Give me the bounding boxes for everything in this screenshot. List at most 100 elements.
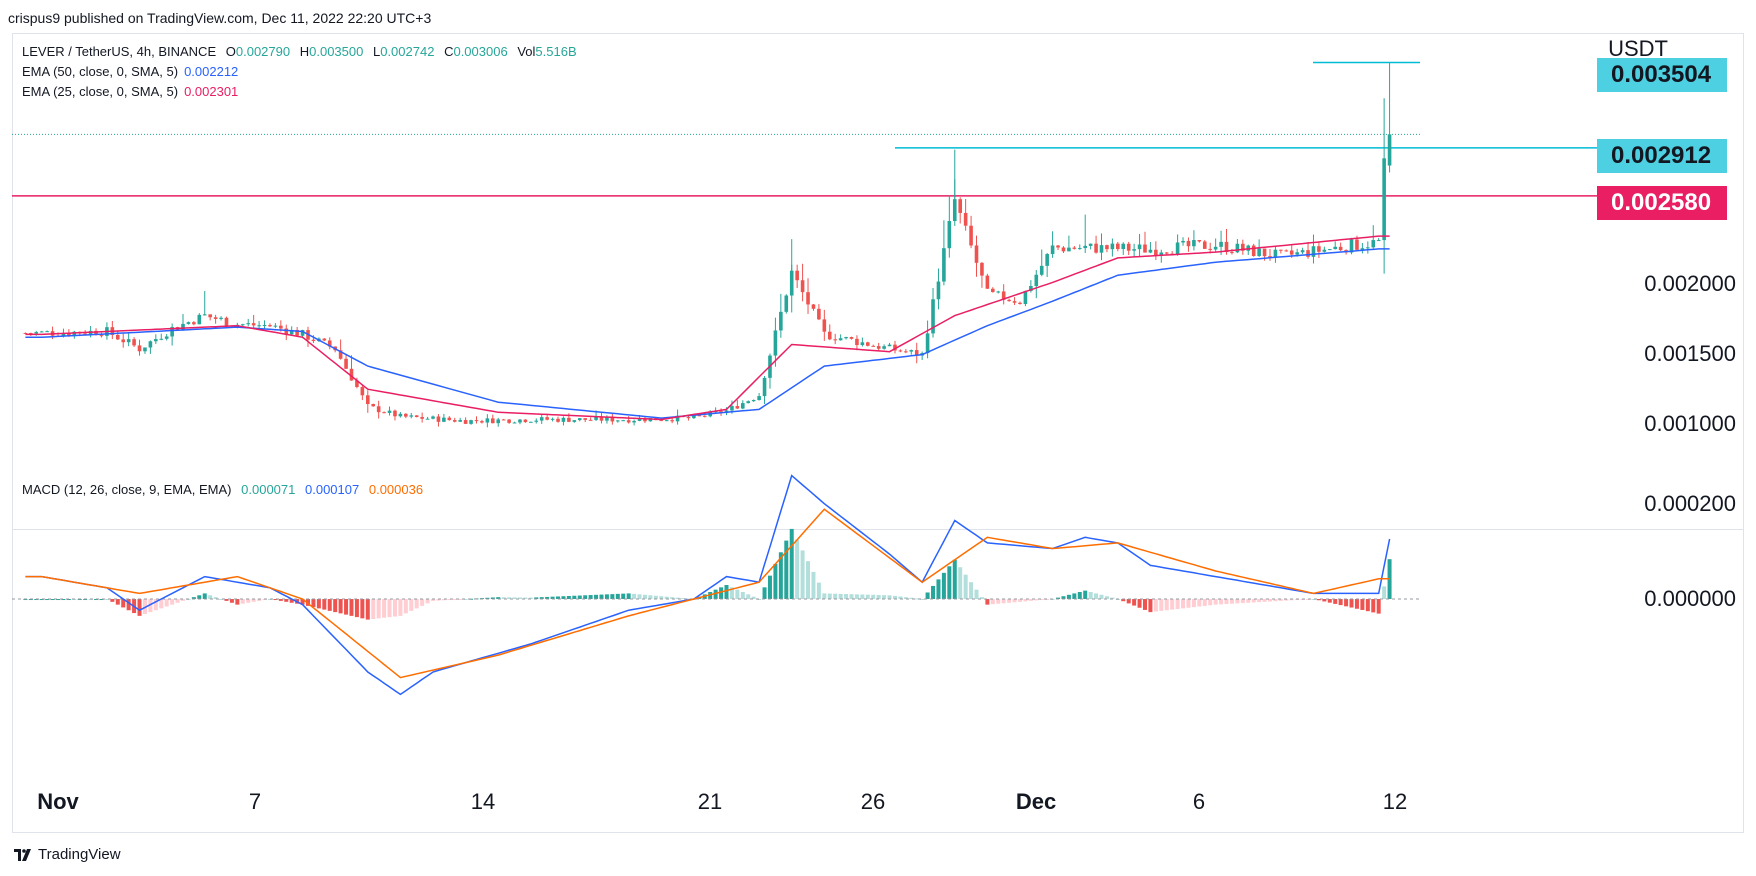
- candle-body: [605, 417, 609, 421]
- macd-histogram-bar: [1012, 599, 1017, 603]
- macd-histogram-bar: [316, 599, 321, 609]
- macd-histogram-bar: [1023, 599, 1028, 602]
- candle-body: [1143, 244, 1147, 253]
- macd-histogram-bar: [1197, 599, 1202, 607]
- candle-body: [1251, 245, 1256, 256]
- macd-histogram-bar: [1322, 599, 1327, 602]
- candle-body: [735, 406, 740, 409]
- candle-body: [1213, 246, 1218, 250]
- candle-body: [1126, 243, 1131, 251]
- macd-histogram-bar: [1034, 599, 1039, 601]
- macd-histogram-bar: [45, 599, 50, 601]
- signal-line: [25, 508, 1390, 679]
- candle-body: [431, 416, 435, 419]
- macd-histogram-bar: [121, 599, 126, 608]
- candle-body: [1382, 158, 1386, 241]
- time-tick-label: Dec: [1015, 789, 1057, 814]
- macd-histogram-bar: [1251, 599, 1256, 603]
- macd-histogram-bar: [409, 599, 414, 611]
- candle-body: [99, 335, 104, 337]
- candle-body: [490, 418, 495, 424]
- candle-body: [23, 332, 28, 334]
- macd-histogram-bar: [816, 582, 821, 600]
- macd-histogram-bar: [556, 596, 561, 600]
- candle-body: [208, 314, 212, 318]
- candle-body: [322, 338, 327, 341]
- candle-body: [425, 418, 430, 420]
- candle-body: [512, 422, 517, 424]
- time-tick-label: 21: [697, 789, 723, 814]
- macd-histogram-bar: [104, 599, 109, 601]
- macd-histogram-bar: [735, 589, 740, 600]
- macd-histogram-bar: [490, 597, 495, 600]
- macd-histogram-bar: [392, 599, 397, 617]
- candle-body: [1110, 243, 1115, 250]
- macd-legend[interactable]: MACD (12, 26, close, 9, EMA, EMA) 0.0000…: [22, 482, 424, 497]
- macd-histogram-bar: [767, 575, 772, 600]
- macd-histogram-bar: [604, 594, 609, 600]
- symbol-legend[interactable]: LEVER / TetherUS, 4h, BINANCE O0.002790 …: [22, 44, 583, 59]
- candle-body: [1072, 247, 1077, 249]
- macd-histogram-bar: [838, 593, 843, 600]
- candle-body: [659, 420, 664, 422]
- macd-histogram-bar: [485, 597, 490, 600]
- candle-body: [909, 350, 914, 352]
- macd-histogram-bar: [99, 599, 104, 601]
- macd-histogram-bar: [251, 599, 256, 602]
- candle-body: [779, 311, 783, 331]
- macd-histogram-bar: [1017, 599, 1022, 602]
- pane-separator[interactable]: [12, 529, 1744, 530]
- macd-histogram-bar: [974, 589, 979, 600]
- macd-histogram-bar: [208, 595, 213, 600]
- candle-body: [1148, 249, 1153, 253]
- macd-histogram-bar: [664, 596, 669, 600]
- macd-histogram-bar: [610, 594, 615, 600]
- candle-body: [1116, 243, 1120, 250]
- candle-body: [610, 417, 615, 422]
- candle-body: [355, 380, 359, 388]
- candle-body: [1061, 247, 1066, 252]
- ema50-legend[interactable]: EMA (50, close, 0, SMA, 5) 0.002212: [22, 64, 239, 79]
- tradingview-logo-icon: [14, 848, 31, 861]
- candle-body: [268, 325, 272, 327]
- candle-body: [1137, 244, 1142, 250]
- candle-body: [327, 340, 332, 347]
- candle-body: [376, 406, 381, 413]
- candle-body: [1300, 250, 1305, 253]
- candle-body: [550, 418, 555, 420]
- candle-body: [1121, 243, 1126, 250]
- ema25-legend[interactable]: EMA (25, close, 0, SMA, 5) 0.002301: [22, 84, 239, 99]
- candle-body: [148, 341, 153, 348]
- macd-histogram-bar: [876, 594, 881, 600]
- macd-histogram-bar: [594, 594, 599, 600]
- macd-histogram-bar: [653, 595, 658, 600]
- macd-histogram-bar: [1289, 599, 1294, 601]
- candle-body: [414, 415, 419, 418]
- macd-histogram-bar: [1137, 599, 1142, 608]
- macd-histogram-bar: [1240, 599, 1245, 604]
- candle-body: [289, 329, 294, 335]
- macd-histogram-bar: [354, 599, 359, 618]
- candle-body: [365, 395, 370, 405]
- macd-histogram-bar: [137, 599, 142, 616]
- macd-histogram-bar: [1208, 599, 1213, 606]
- candle-body: [833, 339, 837, 341]
- candle-body: [1230, 252, 1234, 254]
- symbol-label[interactable]: LEVER / TetherUS, 4h, BINANCE: [22, 44, 217, 59]
- candle-body: [1279, 249, 1283, 251]
- macd-histogram-bar: [1262, 599, 1267, 602]
- macd-histogram-bar: [1219, 599, 1224, 605]
- candle-body: [447, 417, 452, 421]
- candle-body: [1034, 274, 1039, 286]
- time-tick-label: 7: [248, 789, 262, 814]
- macd-line: [25, 474, 1391, 696]
- tradingview-footer[interactable]: TradingView: [14, 846, 121, 863]
- macd-histogram-bar: [1121, 599, 1126, 602]
- candle-body: [746, 401, 751, 404]
- macd-histogram-bar: [1001, 599, 1006, 604]
- candle-body: [914, 350, 919, 356]
- macd-tick-label: 0.000200: [1644, 491, 1736, 516]
- macd-histogram-bar: [1257, 599, 1262, 603]
- candle-body: [1192, 240, 1196, 247]
